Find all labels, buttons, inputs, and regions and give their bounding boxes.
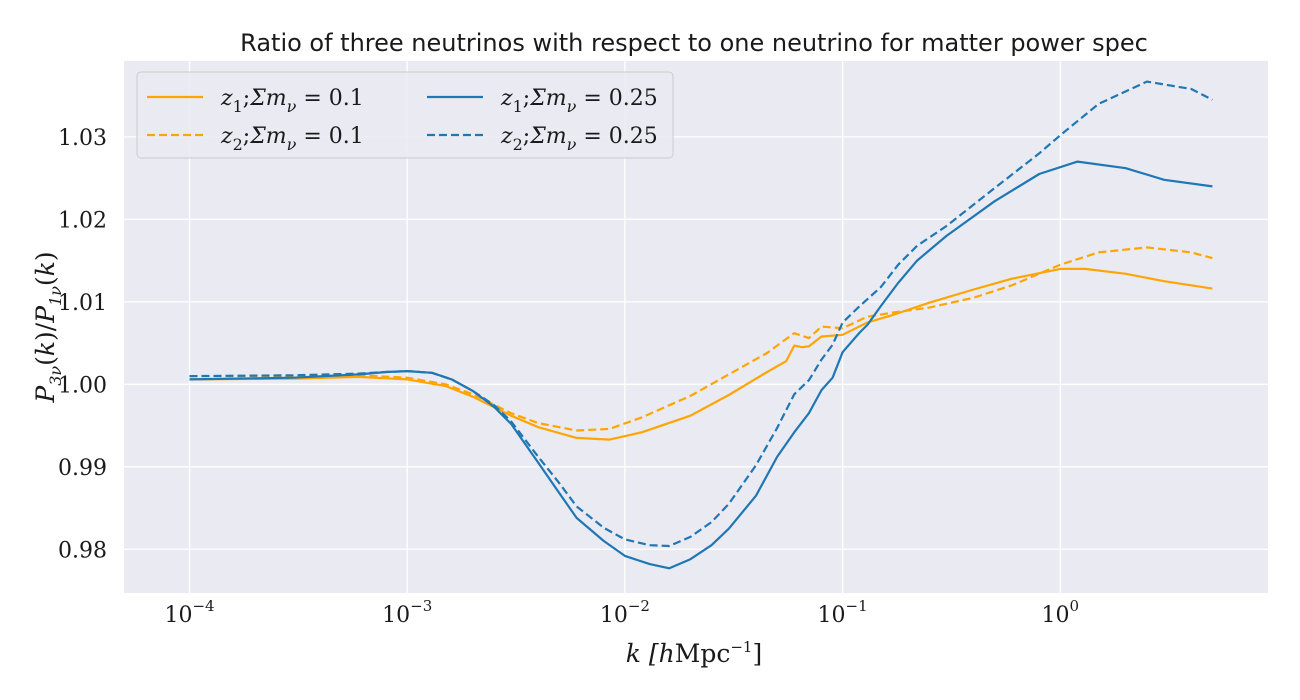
y-tick-label: 1.01 (58, 291, 107, 316)
legend-box (136, 71, 674, 159)
series-line-1 (189, 267, 1213, 441)
legend-label: z2;Σmν = 0.1 (220, 124, 364, 154)
x-tick-label: 10−4 (164, 597, 214, 628)
y-tick-label: 1.02 (58, 208, 107, 233)
x-axis-label: k [hMpc−1] (626, 638, 762, 668)
legend-label: z1;Σmν = 0.25 (500, 86, 658, 116)
series-layer (189, 80, 1213, 570)
x-tick-label: 10−1 (818, 597, 868, 628)
y-tick-label: 0.98 (58, 538, 107, 563)
x-tick-label: 10−2 (600, 597, 650, 628)
series-line-2 (189, 246, 1213, 432)
x-tick-label: 100 (1042, 597, 1080, 628)
y-axis-label: P3ν(k)/P1ν(k) (31, 251, 65, 403)
y-tick-label: 1.03 (58, 126, 107, 151)
svg-text:P3ν(k)/P1ν(k): P3ν(k)/P1ν(k) (31, 251, 65, 403)
x-tick-label: 10−3 (382, 597, 432, 628)
legend: z1;Σmν = 0.1 z1;Σmν = 0.25 z2;Σmν = 0.1 z2;… (136, 71, 674, 159)
x-tick-labels: 10−4 10−3 10−2 10−1 100 (164, 597, 1079, 628)
legend-label: z1;Σmν = 0.1 (220, 86, 364, 116)
legend-label: z2;Σmν = 0.25 (500, 124, 658, 154)
y-tick-label: 1.00 (58, 373, 107, 398)
y-tick-label: 0.99 (58, 456, 107, 481)
series-line-4 (189, 80, 1213, 548)
y-tick-labels: 0.98 0.99 1.00 1.01 1.02 1.03 (58, 126, 107, 563)
chart-title: Ratio of three neutrinos with respect to… (240, 29, 1148, 57)
